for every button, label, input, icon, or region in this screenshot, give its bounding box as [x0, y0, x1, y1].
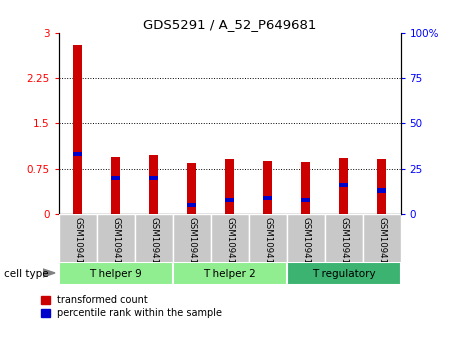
Text: GSM1094172: GSM1094172 [301, 217, 310, 275]
Text: GSM1094173: GSM1094173 [339, 217, 348, 275]
Text: T helper 2: T helper 2 [203, 269, 256, 279]
Bar [187, 203, 196, 207]
Bar [363, 214, 400, 263]
Bar [73, 45, 82, 214]
Bar [225, 159, 234, 214]
Bar [58, 262, 172, 285]
Text: GSM1094164: GSM1094164 [225, 217, 234, 275]
Text: GSM1094163: GSM1094163 [187, 217, 196, 275]
Bar [96, 214, 135, 263]
Text: T helper 9: T helper 9 [89, 269, 142, 279]
Text: GSM1094165: GSM1094165 [263, 217, 272, 275]
Bar [172, 262, 287, 285]
Bar [287, 262, 400, 285]
Bar [377, 188, 386, 193]
Bar [149, 176, 158, 180]
Title: GDS5291 / A_52_P649681: GDS5291 / A_52_P649681 [143, 19, 316, 32]
Bar [324, 214, 363, 263]
Bar [225, 197, 234, 202]
Bar [301, 197, 310, 202]
Bar [58, 214, 96, 263]
Bar [301, 162, 310, 214]
Bar [248, 214, 287, 263]
Bar [149, 155, 158, 214]
Polygon shape [43, 269, 55, 277]
Bar [111, 157, 120, 214]
Text: GSM1094174: GSM1094174 [377, 217, 386, 275]
Text: cell type: cell type [4, 269, 49, 279]
Text: T regulatory: T regulatory [312, 269, 375, 279]
Text: GSM1094166: GSM1094166 [73, 217, 82, 275]
Bar [135, 214, 172, 263]
Legend: transformed count, percentile rank within the sample: transformed count, percentile rank withi… [41, 295, 222, 318]
Bar [377, 159, 386, 214]
Bar [339, 158, 348, 214]
Bar [172, 214, 211, 263]
Bar [187, 163, 196, 214]
Bar [263, 196, 272, 200]
Text: GSM1094167: GSM1094167 [111, 217, 120, 275]
Bar [263, 161, 272, 214]
Bar [287, 214, 324, 263]
Text: GSM1094168: GSM1094168 [149, 217, 158, 275]
Bar [211, 214, 248, 263]
Bar [339, 183, 348, 187]
Bar [73, 152, 82, 156]
Bar [111, 176, 120, 180]
